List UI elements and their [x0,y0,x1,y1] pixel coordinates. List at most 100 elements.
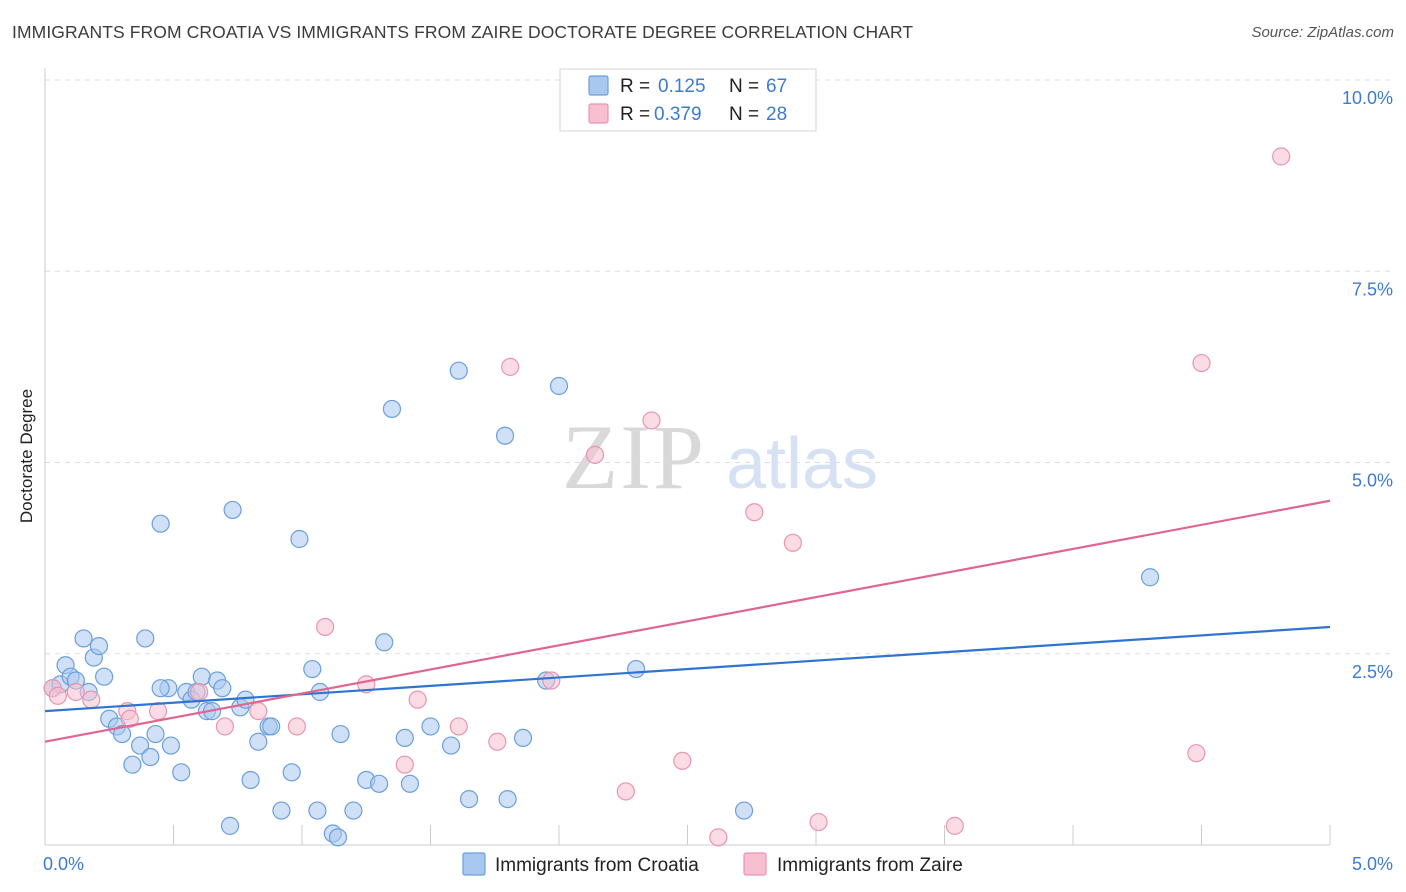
data-point-croatia [151,514,170,533]
data-point-croatia [308,801,327,820]
data-point-zaire [745,503,764,522]
data-point-croatia [249,732,268,751]
legend-n-label: N = [729,104,759,125]
y-tick-label: 2.5% [1352,662,1393,682]
data-point-croatia [136,629,155,648]
tick-labels: 2.5% 5.0% 7.5% 10.0% 0.0% 5.0% [43,88,1393,874]
data-point-zaire [783,533,802,552]
data-point-croatia [498,789,517,809]
legend-r-label: R = [620,104,650,125]
data-point-croatia [262,717,281,736]
data-point-croatia [151,679,170,698]
trend-line-croatia [44,625,1331,713]
data-point-croatia [192,667,211,686]
data-point-zaire [215,717,234,736]
data-point-zaire [809,812,828,832]
data-point-zaire [1272,147,1291,166]
data-point-croatia [241,770,260,790]
data-point-zaire [395,755,414,774]
data-point-zaire [501,357,520,376]
data-point-croatia [89,636,109,656]
data-point-zaire [408,690,427,709]
data-point-croatia [146,724,165,744]
data-point-croatia [400,774,420,793]
data-point-zaire [287,717,306,736]
grid-lines [45,79,1395,655]
x-tick-label: 0.0% [43,854,84,874]
data-point-croatia [1140,568,1160,587]
data-point-croatia [272,801,291,820]
data-point-croatia [375,633,394,652]
axes [44,68,1331,846]
legend-swatch-croatia [588,75,609,96]
trend-line-zaire [44,499,1331,743]
data-point-croatia [549,376,569,396]
data-point-croatia [328,828,348,847]
data-point-zaire [642,411,661,430]
bottom-legend: Immigrants from Croatia Immigrants from … [462,852,963,876]
watermark: ZIP atlas [562,406,878,508]
data-point-zaire [673,751,692,770]
data-point-zaire [542,671,561,690]
data-point-croatia [449,361,468,380]
data-point-zaire [488,732,507,751]
data-point-croatia [74,629,93,648]
legend-n-label: N = [729,76,759,97]
data-point-croatia [495,426,515,445]
data-point-zaire [48,686,67,705]
data-point-zaire [82,690,101,709]
watermark-atlas: atlas [726,424,878,504]
data-point-croatia [290,529,309,549]
data-point-zaire [190,682,209,702]
data-point-croatia [421,717,440,736]
y-tick-label: 10.0% [1342,88,1393,108]
data-point-zaire [945,816,964,835]
bottom-legend-swatch-zaire [743,852,767,876]
data-point-croatia [303,659,322,679]
data-point-croatia [130,736,150,755]
data-point-croatia [282,763,301,782]
data-point-zaire [316,617,335,637]
data-point-croatia [172,763,191,782]
y-tick-label: 5.0% [1352,471,1393,491]
data-point-croatia [161,736,181,755]
data-point-zaire [249,702,268,721]
data-point-croatia [459,789,479,809]
legend-r-label: R = [620,76,650,97]
legend-r-value: 0.379 [654,104,702,125]
data-point-croatia [441,736,461,755]
y-tick-label: 7.5% [1352,279,1393,299]
data-point-zaire [709,828,728,847]
data-point-zaire [1187,744,1206,763]
bottom-legend-label-croatia: Immigrants from Croatia [495,855,699,876]
data-point-zaire [66,682,85,702]
legend-swatch-zaire [588,103,609,124]
data-point-zaire [120,709,139,728]
watermark-zip: ZIP [562,406,706,508]
data-point-croatia [370,774,389,793]
data-point-croatia [344,801,363,820]
data-point-zaire [1192,353,1211,373]
bottom-legend-label-zaire: Immigrants from Zaire [777,855,963,876]
data-point-zaire [616,782,635,801]
legend-n-value: 67 [766,76,787,97]
chart-title: IMMIGRANTS FROM CROATIA VS IMMIGRANTS FR… [12,22,914,42]
x-tick-label: 5.0% [1352,854,1393,874]
data-point-croatia [734,801,754,820]
top-legend: R = 0.125 N = 67 R = 0.379 N = 28 [559,68,817,132]
data-point-croatia [213,679,232,698]
legend-n-value: 28 [766,104,787,125]
data-point-croatia [112,724,132,744]
data-point-zaire [585,445,605,464]
data-point-croatia [220,816,240,835]
trend-lines [44,499,1331,743]
data-point-croatia [123,755,142,774]
data-point-croatia [331,724,350,744]
bottom-legend-swatch-croatia [462,852,486,876]
data-point-croatia [223,500,242,520]
data-point-croatia [513,728,533,748]
data-point-zaire [449,717,468,736]
data-point-croatia [395,728,414,748]
legend-r-value: 0.125 [658,76,706,97]
